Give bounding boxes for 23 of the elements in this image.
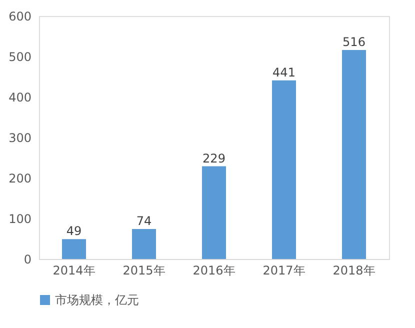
y-tick-label: 300 bbox=[8, 131, 32, 145]
data-label: 441 bbox=[272, 65, 296, 80]
data-label: 229 bbox=[202, 151, 226, 166]
y-tick-label: 400 bbox=[8, 90, 32, 104]
y-tick-label: 500 bbox=[8, 50, 32, 64]
bar bbox=[342, 50, 366, 259]
y-tick-label: 600 bbox=[8, 10, 32, 24]
x-tick-label: 2017年 bbox=[262, 264, 306, 278]
bar bbox=[202, 166, 226, 259]
x-tick-label: 2014年 bbox=[52, 264, 96, 278]
y-tick-label: 200 bbox=[8, 172, 32, 186]
bar bbox=[272, 80, 296, 259]
x-tick-label: 2016年 bbox=[192, 264, 236, 278]
legend-label: 市场规模，亿元 bbox=[55, 293, 139, 307]
data-label: 49 bbox=[66, 224, 82, 238]
bar bbox=[62, 239, 86, 259]
y-tick-label: 100 bbox=[8, 212, 32, 226]
data-label: 516 bbox=[342, 35, 366, 50]
data-label: 74 bbox=[136, 214, 152, 228]
x-tick-label: 2015年 bbox=[122, 264, 166, 278]
y-tick-label: 0 bbox=[24, 252, 32, 266]
x-tick-label: 2018年 bbox=[332, 264, 376, 278]
bar bbox=[132, 229, 156, 259]
